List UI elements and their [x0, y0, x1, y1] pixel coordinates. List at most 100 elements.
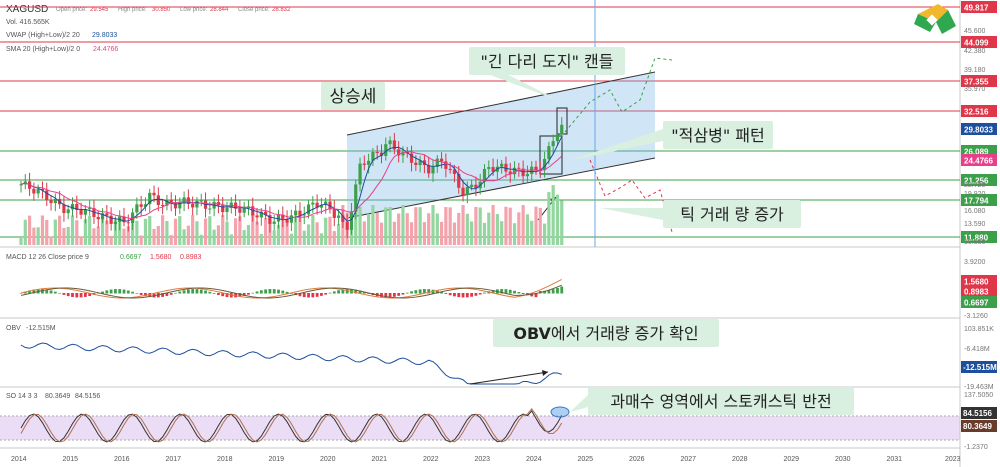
volume-bar: [405, 213, 409, 245]
callout-tick-volume-box: [663, 200, 801, 228]
candle-body: [517, 167, 521, 169]
macd-histogram-bar: [105, 290, 109, 294]
callout-stochastic-text: 과매수 영역에서 스토캐스틱 반전: [610, 392, 831, 411]
candle-body: [251, 206, 255, 216]
volume-bar: [208, 216, 212, 245]
low-label: Low price:: [180, 7, 208, 13]
volume-bar: [560, 200, 564, 245]
candle-body: [349, 211, 354, 230]
candle-body: [542, 158, 547, 171]
price-tick-label: 10.880: [964, 239, 986, 246]
candle-body: [508, 171, 512, 175]
candle-body: [195, 200, 199, 208]
candle-body: [375, 152, 379, 154]
volume-bar: [156, 225, 160, 245]
candle-body: [379, 152, 384, 156]
channel-lower-line: [346, 157, 656, 219]
level-tag: [961, 231, 997, 243]
volume-bar: [92, 228, 96, 245]
candle-body: [165, 199, 169, 206]
volume-bar: [216, 225, 221, 245]
macd-histogram-bar: [212, 293, 216, 294]
so-overbought-band: [0, 416, 960, 440]
candle-body: [547, 146, 551, 159]
x-tick-label: 2020: [320, 456, 336, 463]
macd-histogram-bar: [534, 293, 538, 298]
macd-histogram-bar: [543, 290, 546, 294]
volume-bar: [414, 207, 418, 245]
candle-body: [242, 206, 246, 213]
volume-bar: [264, 218, 268, 245]
candle-body: [457, 173, 461, 188]
callout-obv-text: OBV에서 거래량 증가 확인: [513, 324, 698, 343]
macd-histogram-bar: [109, 289, 113, 294]
low-value: 28.844: [210, 7, 229, 13]
sma-label: SMA 20 (High+Low)/2 0: [6, 46, 80, 53]
candle-body: [199, 200, 203, 202]
so-k-line: [20, 410, 563, 443]
volume-bar: [508, 207, 512, 245]
candle-body: [315, 202, 319, 208]
so-label: SO 14 3 3: [6, 393, 38, 400]
candle-body: [474, 184, 478, 189]
candle-body: [512, 167, 517, 175]
candle-body: [221, 205, 225, 213]
macd-histogram-bar: [191, 289, 195, 294]
volume-bar: [452, 222, 457, 245]
candle-body: [418, 160, 422, 166]
macd-histogram-bar: [165, 293, 169, 296]
level-tag: [961, 123, 997, 135]
candle-body: [285, 218, 289, 223]
candle-body: [409, 153, 414, 163]
macd-histogram-bar: [362, 291, 366, 294]
volume-bar: [32, 227, 36, 245]
candle-body: [105, 213, 109, 216]
volume-bar: [392, 221, 396, 245]
macd-histogram-bar: [148, 293, 152, 298]
x-tick-label: 2017: [166, 456, 182, 463]
candle-body: [358, 163, 362, 185]
macd-histogram-bar: [122, 289, 126, 294]
macd-histogram-bar: [19, 293, 23, 294]
macd-histogram-bar: [139, 293, 143, 295]
level-tag: [961, 154, 997, 166]
volume-bar: [281, 215, 285, 245]
volume-bar: [470, 221, 474, 245]
macd-label: MACD 12 26 Close price 9: [6, 254, 89, 261]
candle-body: [100, 213, 105, 220]
volume-bar: [143, 218, 148, 245]
callout-uptrend-text: 상승세: [330, 87, 377, 107]
macd-histogram-bar: [174, 292, 177, 294]
volume-bar: [148, 215, 152, 245]
volume-bar: [70, 215, 75, 245]
so-value-2: 84.5156: [75, 393, 100, 400]
macd-histogram-bar: [199, 289, 203, 294]
volume-bar: [332, 231, 336, 245]
candle-body: [500, 163, 504, 167]
volume-bar: [444, 207, 448, 245]
macd-histogram-bar: [178, 291, 182, 294]
vwap-value: 29.8033: [92, 32, 117, 39]
so-d-line: [20, 408, 563, 443]
x-tick-label: 2016: [114, 456, 130, 463]
candle-body: [36, 189, 40, 194]
candle-body: [186, 197, 190, 204]
candle-body: [264, 211, 268, 216]
candle-body: [238, 208, 242, 213]
candle-body: [173, 203, 178, 209]
volume-bar: [53, 219, 57, 245]
volume-bar: [62, 227, 66, 245]
symbol-label: XAGUSD: [6, 4, 48, 15]
volume-bar: [500, 221, 504, 245]
x-tick-label: 2019: [269, 456, 285, 463]
chart-frame: [0, 0, 961, 467]
open-label: Open price:: [56, 7, 87, 13]
volume-bar: [139, 235, 143, 245]
volume-label: Vol. 416.565K: [6, 19, 50, 26]
macd-level-tag: [961, 285, 997, 297]
macd-histogram-bar: [225, 293, 229, 298]
so-reversal-marker: [550, 406, 570, 418]
volume-bar: [238, 216, 242, 245]
macd-histogram-bar: [28, 290, 31, 294]
volume-bar: [233, 218, 238, 245]
